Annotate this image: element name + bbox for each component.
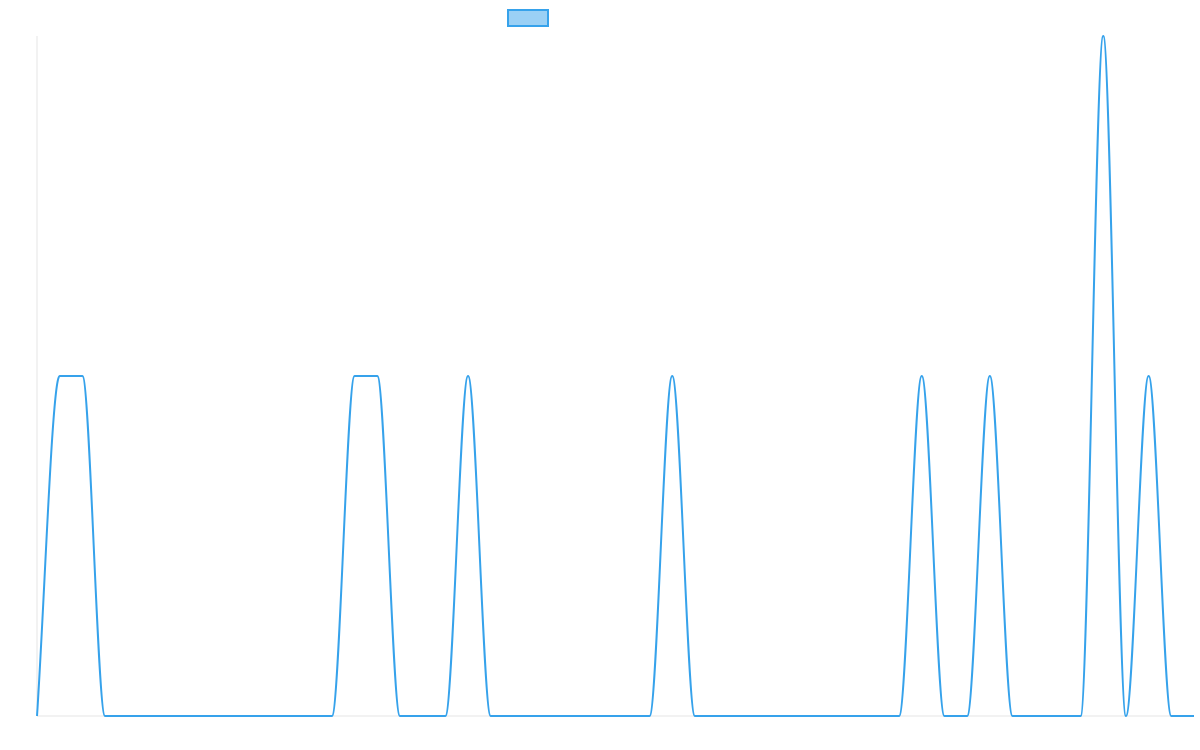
axes [36,36,1194,717]
series-layer [36,35,1194,717]
legend-swatch-0[interactable] [507,9,549,27]
series-line-0 [36,35,1194,717]
legend[interactable] [507,9,549,27]
